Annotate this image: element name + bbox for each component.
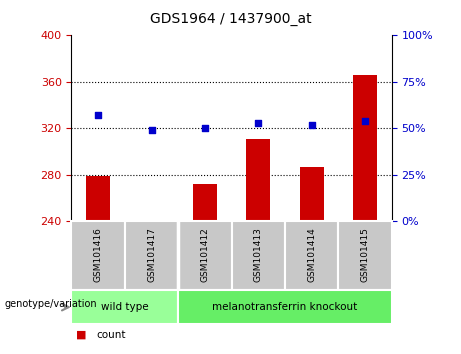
Text: GSM101413: GSM101413 — [254, 227, 263, 282]
Bar — [353, 75, 377, 221]
Point — [148, 127, 155, 133]
Text: GSM101412: GSM101412 — [201, 227, 209, 282]
Text: GSM101416: GSM101416 — [94, 227, 103, 282]
Bar — [125, 221, 178, 290]
Point — [361, 118, 369, 124]
Text: count: count — [97, 330, 126, 339]
Bar — [178, 290, 392, 324]
Bar — [86, 176, 110, 221]
Text: genotype/variation: genotype/variation — [5, 298, 97, 309]
Bar — [193, 184, 217, 221]
Point — [95, 113, 102, 118]
Bar — [338, 221, 392, 290]
Text: GSM101414: GSM101414 — [307, 227, 316, 282]
Text: GSM101417: GSM101417 — [147, 227, 156, 282]
Bar — [140, 220, 164, 221]
Bar — [71, 221, 125, 290]
Text: GDS1964 / 1437900_at: GDS1964 / 1437900_at — [150, 12, 311, 27]
Bar — [246, 139, 270, 221]
Bar — [71, 290, 178, 324]
Text: melanotransferrin knockout: melanotransferrin knockout — [213, 302, 358, 312]
Bar — [178, 221, 231, 290]
Text: ■: ■ — [76, 330, 87, 339]
Bar — [285, 221, 338, 290]
Text: GSM101415: GSM101415 — [361, 227, 370, 282]
Bar — [300, 167, 324, 221]
Bar — [231, 221, 285, 290]
Point — [201, 125, 209, 131]
Point — [254, 120, 262, 126]
Point — [308, 122, 315, 127]
Text: wild type: wild type — [101, 302, 148, 312]
